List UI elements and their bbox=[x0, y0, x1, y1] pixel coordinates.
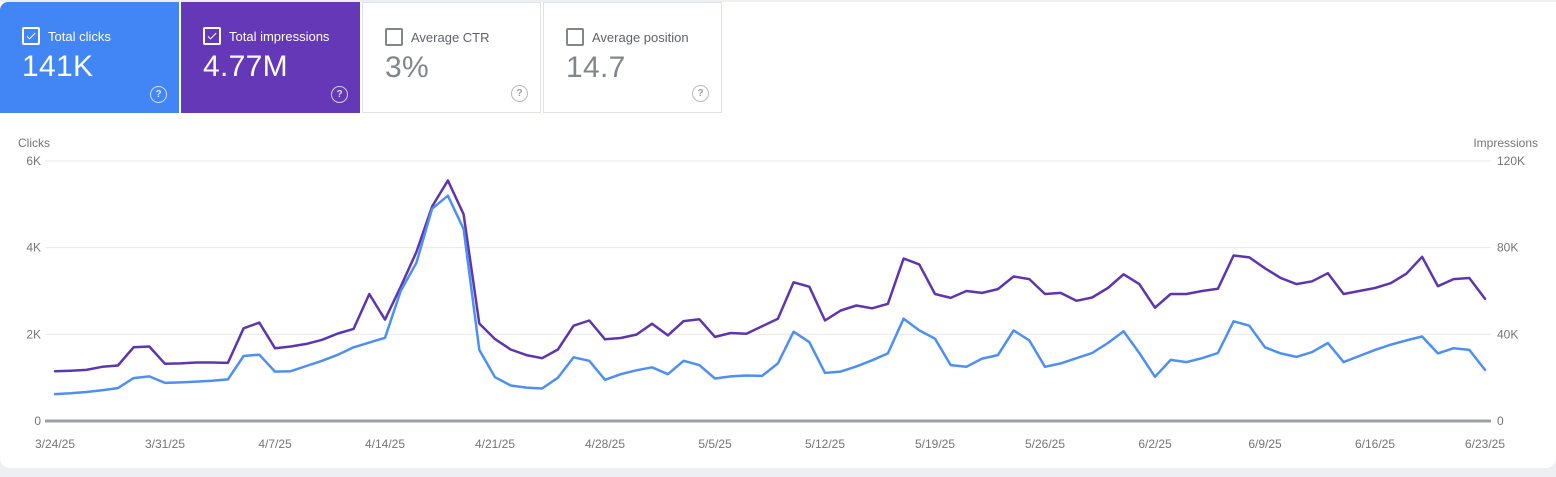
checkbox-checked-icon[interactable] bbox=[22, 27, 40, 45]
checkmark-icon bbox=[207, 32, 217, 40]
checkbox-checked-icon[interactable] bbox=[203, 27, 221, 45]
help-icon[interactable]: ? bbox=[150, 86, 167, 103]
metric-card-average-ctr[interactable]: Average CTR 3% ? bbox=[362, 2, 541, 113]
y-axis-tick-right: 120K bbox=[1497, 154, 1525, 168]
checkmark-icon bbox=[26, 32, 36, 40]
help-icon[interactable]: ? bbox=[511, 85, 528, 102]
x-axis-tick: 6/9/25 bbox=[1248, 437, 1282, 451]
checkbox-unchecked-icon[interactable] bbox=[385, 28, 403, 46]
x-axis-tick: 5/19/25 bbox=[915, 437, 955, 451]
checkbox-unchecked-icon[interactable] bbox=[566, 28, 584, 46]
x-axis-tick: 6/16/25 bbox=[1355, 437, 1395, 451]
x-axis-tick: 3/31/25 bbox=[145, 437, 185, 451]
metric-card-average-position[interactable]: Average position 14.7 ? bbox=[543, 2, 722, 113]
help-icon[interactable]: ? bbox=[331, 86, 348, 103]
y-axis-tick-left: 2K bbox=[26, 327, 41, 341]
y-axis-tick-left: 6K bbox=[26, 154, 41, 168]
performance-panel: Total clicks 141K ? Total impressions 4.… bbox=[0, 2, 1556, 468]
metric-label: Average position bbox=[592, 30, 689, 45]
metric-value: 141K bbox=[22, 50, 94, 83]
x-axis-tick: 4/28/25 bbox=[585, 437, 625, 451]
metric-label: Total impressions bbox=[229, 29, 330, 44]
y-axis-tick-left: 0 bbox=[34, 414, 41, 428]
left-axis-title: Clicks bbox=[18, 136, 50, 150]
x-axis-tick: 4/14/25 bbox=[365, 437, 405, 451]
metric-value: 3% bbox=[385, 51, 429, 84]
y-axis-tick-right: 0 bbox=[1497, 414, 1504, 428]
x-axis-tick: 4/7/25 bbox=[258, 437, 292, 451]
help-icon[interactable]: ? bbox=[692, 85, 709, 102]
x-axis-tick: 5/5/25 bbox=[698, 437, 732, 451]
metric-label: Average CTR bbox=[411, 30, 490, 45]
x-axis-tick: 6/2/25 bbox=[1138, 437, 1172, 451]
x-axis-tick: 4/21/25 bbox=[475, 437, 515, 451]
clicks-line bbox=[53, 194, 1487, 396]
metric-card-total-impressions[interactable]: Total impressions 4.77M ? bbox=[181, 2, 360, 113]
y-axis-tick-left: 4K bbox=[26, 241, 41, 255]
metric-value: 4.77M bbox=[203, 50, 288, 83]
y-axis-tick-right: 40K bbox=[1497, 327, 1518, 341]
impressions-line bbox=[53, 179, 1487, 373]
right-axis-title: Impressions bbox=[1473, 136, 1538, 150]
x-axis-tick: 5/26/25 bbox=[1025, 437, 1065, 451]
metric-label: Total clicks bbox=[48, 29, 111, 44]
x-axis-tick: 3/24/25 bbox=[35, 437, 75, 451]
clicks-impressions-chart: 0 2K 4K 6K 0 40K 80K 120K Clicks Impressions 3/24/… bbox=[18, 136, 1538, 451]
x-axis-tick: 5/12/25 bbox=[805, 437, 845, 451]
x-axis-tick: 6/23/25 bbox=[1465, 437, 1505, 451]
metric-value: 14.7 bbox=[566, 51, 626, 84]
performance-chart[interactable]: 0 2K 4K 6K 0 40K 80K 120K Clicks Impressions 3/24/… bbox=[0, 2, 1556, 468]
y-axis-tick-right: 80K bbox=[1497, 241, 1518, 255]
metric-card-total-clicks[interactable]: Total clicks 141K ? bbox=[0, 2, 179, 113]
metrics-row: Total clicks 141K ? Total impressions 4.… bbox=[0, 2, 1556, 113]
